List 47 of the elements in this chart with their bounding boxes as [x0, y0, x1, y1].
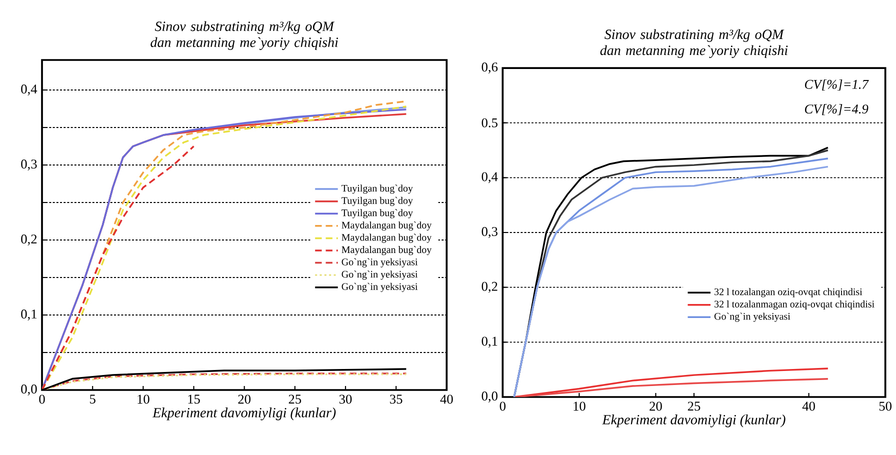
legend-label: Maydalangan bug`doy — [342, 246, 432, 256]
x-tick-label: 20 — [238, 394, 251, 404]
y-tick-label: 0,0 — [482, 392, 498, 402]
legend-label: 32 l tozalangan oziq-ovqat chiqindisi — [714, 288, 862, 298]
line-series — [513, 378, 829, 397]
annotation: CV[%]=4.9 — [804, 104, 868, 116]
y-tick-label: 0,4 — [482, 172, 498, 184]
x-tick-label: 25 — [288, 394, 302, 404]
legend-label: Tuyilgan bug`doy — [342, 209, 413, 218]
legend-label: Go`ng`in yeksiyasi — [714, 312, 790, 322]
y-tick-label: 0,1 — [482, 336, 498, 348]
legend-label: Maydalangan bug`doy — [342, 221, 432, 231]
x-axis-title: Ekperiment davomiyligi (kunlar) — [152, 408, 336, 420]
y-tick-label: 0,6 — [482, 62, 498, 74]
legend-label: Tuyilgan bug`doy — [342, 196, 413, 206]
x-tick-label: 5 — [90, 394, 96, 404]
legend-label: Go`ng`in yeksiyasi — [342, 258, 418, 268]
legend-label: Maydalangan bug`doy — [342, 234, 432, 243]
y-tick-label: 0.5 — [482, 118, 498, 128]
x-tick-label: 35 — [390, 394, 402, 404]
x-tick-label: 50 — [879, 402, 892, 411]
x-tick-label: 15 — [188, 394, 200, 404]
legend-label: Go`ng`in yeksiyasi — [342, 270, 418, 280]
legend-label: Tuyilgan bug`doy — [342, 184, 413, 194]
x-tick-label: 30 — [339, 394, 352, 404]
x-tick-label: 0 — [39, 394, 45, 404]
x-tick-label: 40 — [802, 402, 815, 411]
x-tick-label: 25 — [688, 402, 700, 411]
line-series — [42, 145, 195, 390]
y-tick-label: 0,4 — [21, 84, 38, 96]
y-tick-label: 0,3 — [482, 227, 498, 238]
y-tick-label: 0,2 — [21, 234, 37, 246]
x-tick-label: 10 — [138, 394, 150, 404]
chart-title: Sinov substratining m³/kg oQM dan metanning me`yoriy chiqishi — [600, 29, 788, 58]
x-tick-label: 40 — [440, 394, 453, 404]
legend-label: 32 l tozalanmagan oziq-ovqat chiqindisi — [714, 300, 874, 310]
annotation: CV[%]=1.7 — [804, 79, 869, 91]
y-tick-label: 0,1 — [21, 310, 37, 320]
y-tick-label: 0,2 — [482, 282, 498, 293]
x-tick-label: 10 — [574, 402, 586, 411]
x-tick-label: 20 — [650, 402, 662, 411]
chart-title: Sinov substratining m³/kg oQM dan metanning me`yoriy chiqishi — [150, 21, 338, 50]
legend-label: Go`ng`in yeksiyasi — [342, 282, 418, 292]
y-tick-label: 0,0 — [21, 384, 37, 396]
x-tick-label: 0 — [500, 402, 506, 411]
x-axis-title: Ekperiment davomiyligi (kunlar) — [602, 414, 786, 428]
y-tick-label: 0,3 — [21, 160, 37, 170]
